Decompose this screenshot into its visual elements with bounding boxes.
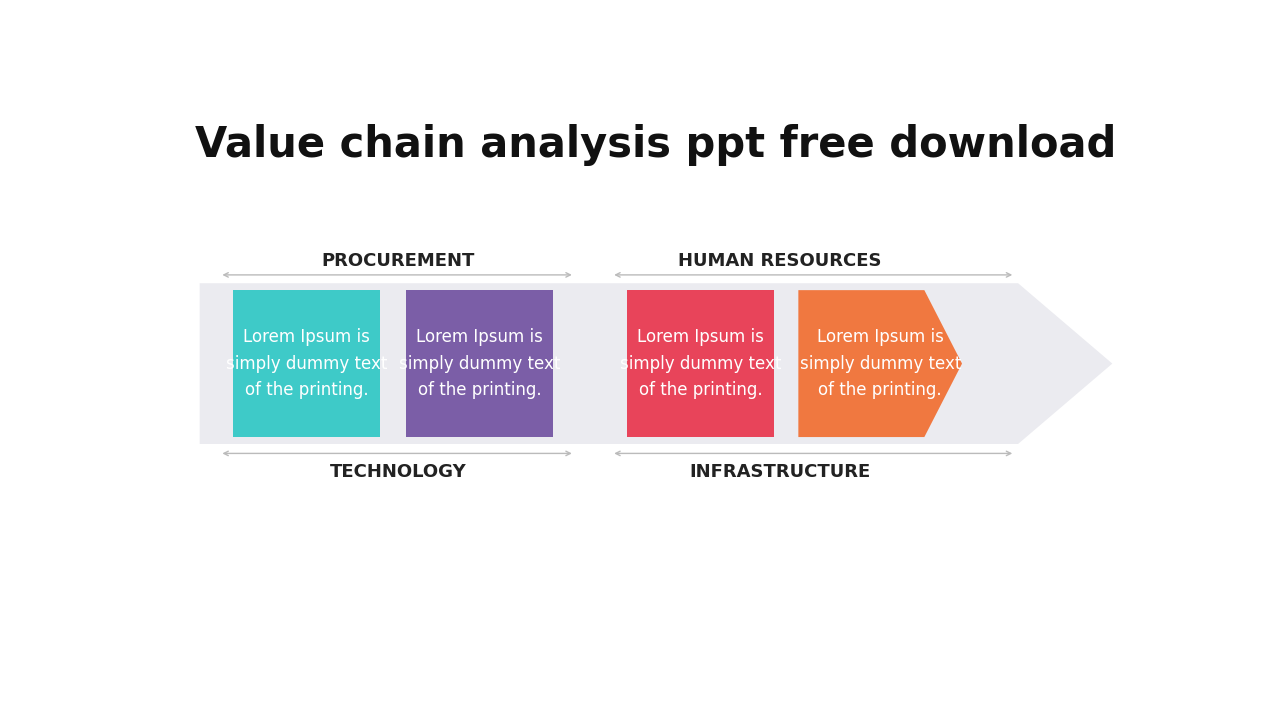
Polygon shape <box>200 283 1112 444</box>
Bar <box>233 290 380 437</box>
Text: Lorem Ipsum is
simply dummy text
of the printing.: Lorem Ipsum is simply dummy text of the … <box>620 328 781 399</box>
Text: TECHNOLOGY: TECHNOLOGY <box>330 463 466 481</box>
Text: Lorem Ipsum is
simply dummy text
of the printing.: Lorem Ipsum is simply dummy text of the … <box>800 328 961 399</box>
Text: Value chain analysis ppt free download: Value chain analysis ppt free download <box>196 124 1116 166</box>
Text: INFRASTRUCTURE: INFRASTRUCTURE <box>690 463 870 481</box>
Bar <box>627 290 774 437</box>
Text: HUMAN RESOURCES: HUMAN RESOURCES <box>678 252 882 270</box>
Polygon shape <box>799 290 963 437</box>
Text: PROCUREMENT: PROCUREMENT <box>321 252 475 270</box>
Bar <box>406 290 553 437</box>
Text: Lorem Ipsum is
simply dummy text
of the printing.: Lorem Ipsum is simply dummy text of the … <box>227 328 388 399</box>
Text: Lorem Ipsum is
simply dummy text
of the printing.: Lorem Ipsum is simply dummy text of the … <box>399 328 561 399</box>
